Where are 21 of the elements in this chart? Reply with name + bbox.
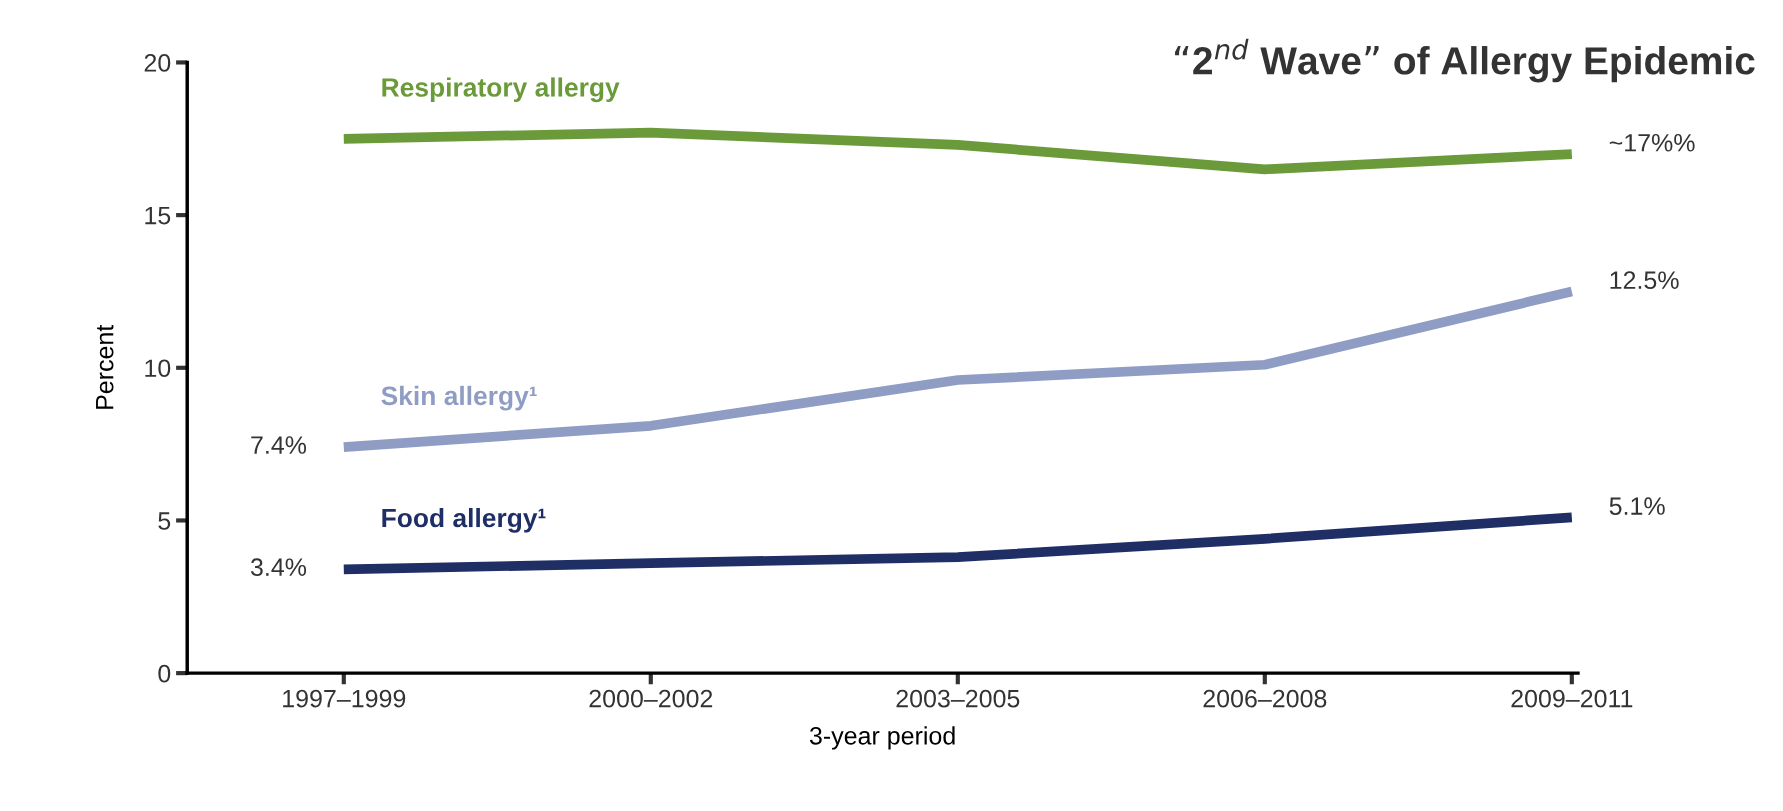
x-tick-label: 2009–2011 <box>1511 689 1633 708</box>
y-axis-title: Percent <box>96 324 114 409</box>
data-label: 3.4% <box>250 558 307 577</box>
chart-title: “2$^{nd}$ Wave” of Allergy Epidemic <box>1175 38 1755 83</box>
y-tick-label: 0 <box>158 664 171 683</box>
x-tick-label: 2003–2005 <box>896 689 1020 708</box>
series-label: Food allergy¹ <box>382 507 546 533</box>
y-tick-label: 20 <box>144 54 171 72</box>
data-label: ~17%% <box>1609 134 1695 152</box>
data-label: 7.4% <box>251 436 307 454</box>
y-tick-label: 15 <box>145 206 171 225</box>
x-axis-title: 3-year period <box>809 726 955 750</box>
x-tick-label: 2006–2008 <box>1203 689 1327 708</box>
series-label: Respiratory allergy <box>382 77 620 103</box>
series-label: Skin allergy¹ <box>381 385 537 411</box>
y-tick-label: 5 <box>158 512 171 530</box>
data-label: 5.1% <box>1609 497 1665 515</box>
x-tick-label: 1997–1999 <box>283 689 406 708</box>
data-label: 12.5% <box>1610 271 1679 289</box>
x-tick-label: 2000–2002 <box>589 689 713 708</box>
y-tick-label: 10 <box>145 359 171 378</box>
